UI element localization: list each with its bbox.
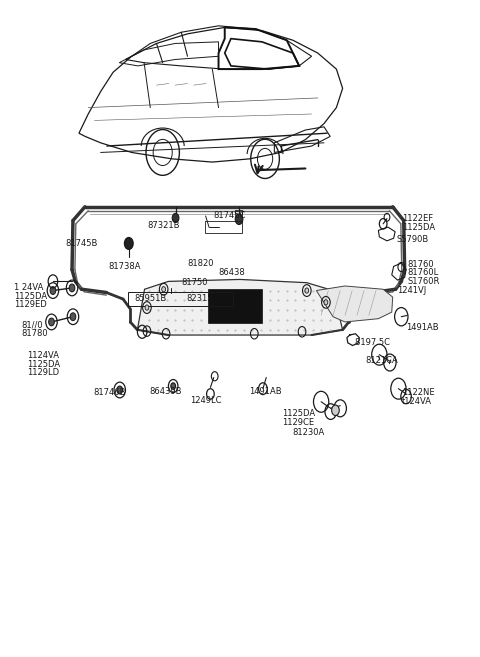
Text: S5790B: S5790B (396, 235, 429, 244)
Text: 1124VA: 1124VA (27, 351, 59, 361)
Text: 1129ED: 1129ED (14, 300, 47, 309)
Text: t124VA: t124VA (402, 397, 432, 405)
Circle shape (324, 300, 328, 305)
Text: 1249LC: 1249LC (190, 396, 221, 405)
Text: 82315B: 82315B (187, 294, 219, 303)
Text: 1122NE: 1122NE (402, 388, 435, 397)
Text: 1125DA: 1125DA (282, 409, 315, 418)
Text: 81760: 81760 (407, 260, 433, 269)
Text: 1 24VA: 1 24VA (14, 283, 43, 292)
Circle shape (162, 286, 166, 292)
Text: 1125DA: 1125DA (27, 360, 60, 369)
Text: 1491AB: 1491AB (250, 387, 282, 396)
Text: 86439B: 86439B (149, 387, 182, 396)
Text: 1129LD: 1129LD (27, 369, 59, 378)
Text: 81750: 81750 (182, 277, 208, 286)
Circle shape (124, 238, 133, 250)
Polygon shape (316, 286, 393, 322)
Circle shape (305, 288, 309, 293)
Text: 87321B: 87321B (147, 221, 180, 230)
Text: 81746B: 81746B (94, 388, 126, 397)
Circle shape (50, 286, 56, 294)
Polygon shape (137, 279, 343, 335)
Text: 1125DA: 1125DA (14, 292, 47, 301)
Text: 81820: 81820 (188, 259, 214, 267)
Circle shape (117, 386, 122, 394)
Text: 1491AB: 1491AB (406, 323, 439, 332)
FancyBboxPatch shape (208, 289, 263, 323)
Text: 85951B: 85951B (134, 294, 166, 303)
Text: 1241VJ: 1241VJ (397, 286, 427, 295)
Circle shape (69, 284, 75, 292)
Text: 81230A: 81230A (292, 428, 325, 437)
Text: 81760L: 81760L (407, 269, 438, 277)
Circle shape (70, 313, 76, 321)
Text: 86438: 86438 (218, 269, 245, 277)
Text: 81780: 81780 (22, 328, 48, 338)
Text: 8121CA: 8121CA (365, 356, 398, 365)
Circle shape (235, 214, 243, 225)
Text: 81//0: 81//0 (22, 320, 43, 329)
Text: 1129CE: 1129CE (282, 418, 314, 426)
Circle shape (172, 214, 179, 223)
Text: 8197 5C: 8197 5C (356, 338, 391, 347)
Circle shape (145, 305, 149, 310)
Text: 81738A: 81738A (109, 262, 141, 271)
Text: 81745B: 81745B (66, 239, 98, 248)
Circle shape (171, 383, 176, 390)
Circle shape (48, 318, 54, 326)
Text: 1125DA: 1125DA (402, 223, 435, 232)
Text: S1760R: S1760R (407, 277, 439, 286)
Circle shape (332, 405, 339, 415)
Text: 81745C: 81745C (214, 212, 246, 221)
Text: 1122EF: 1122EF (402, 214, 433, 223)
